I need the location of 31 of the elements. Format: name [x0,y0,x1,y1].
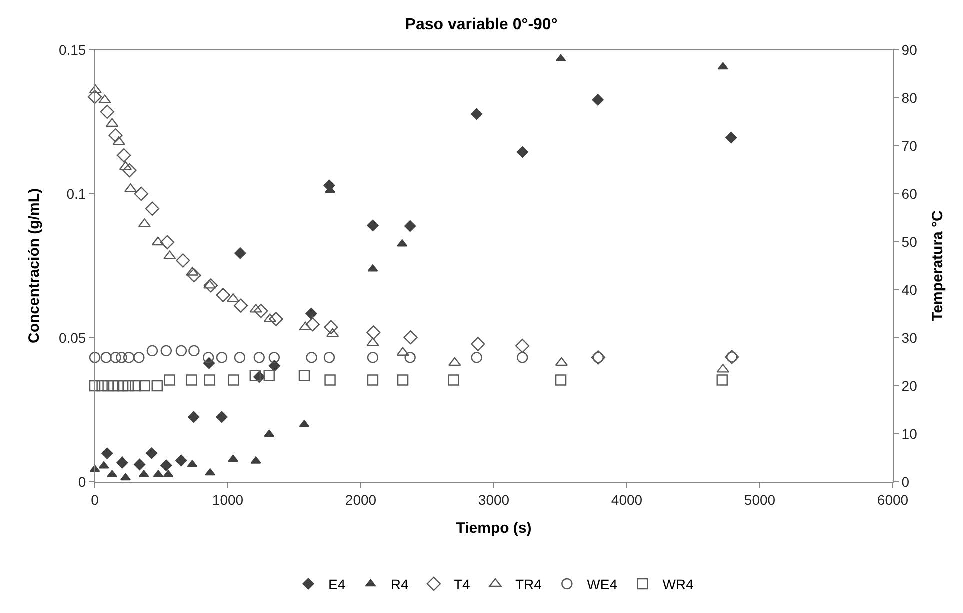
y2-tick-label: 40 [902,282,918,298]
y-tick-label: 0.1 [66,186,86,202]
legend-label: R4 [390,576,409,592]
x-tick-label: 4000 [611,492,643,508]
y2-tick-label: 10 [902,426,918,442]
y2-axis-title: Temperatura °C [930,210,947,322]
chart-title: Paso variable 0°-90° [405,16,558,34]
x-axis-title: Tiempo (s) [456,520,532,537]
y-axis-title: Concentración (g/mL) [26,188,44,344]
x-tick-label: 1000 [212,492,244,508]
y2-tick-label: 70 [902,138,918,154]
y2-tick-label: 50 [902,234,918,250]
y-tick-label: 0.15 [58,42,86,58]
y2-tick-label: 30 [902,330,918,346]
x-tick-label: 5000 [744,492,776,508]
y-tick-label: 0 [78,474,86,490]
y2-tick-label: 80 [902,90,918,106]
legend-label: T4 [454,576,470,592]
legend-label: TR4 [516,576,542,592]
legend-label: WE4 [587,576,618,592]
y2-tick-label: 60 [902,186,918,202]
x-tick-label: 2000 [345,492,377,508]
x-tick-label: 6000 [877,492,909,508]
legend-label: E4 [328,576,346,592]
y2-tick-label: 0 [902,474,910,490]
y2-tick-label: 90 [902,42,918,58]
x-tick-label: 0 [91,492,100,508]
x-tick-label: 3000 [478,492,510,508]
legend-label: WR4 [662,576,694,592]
y2-tick-label: 20 [902,378,918,394]
y-tick-label: 0.05 [58,330,86,346]
